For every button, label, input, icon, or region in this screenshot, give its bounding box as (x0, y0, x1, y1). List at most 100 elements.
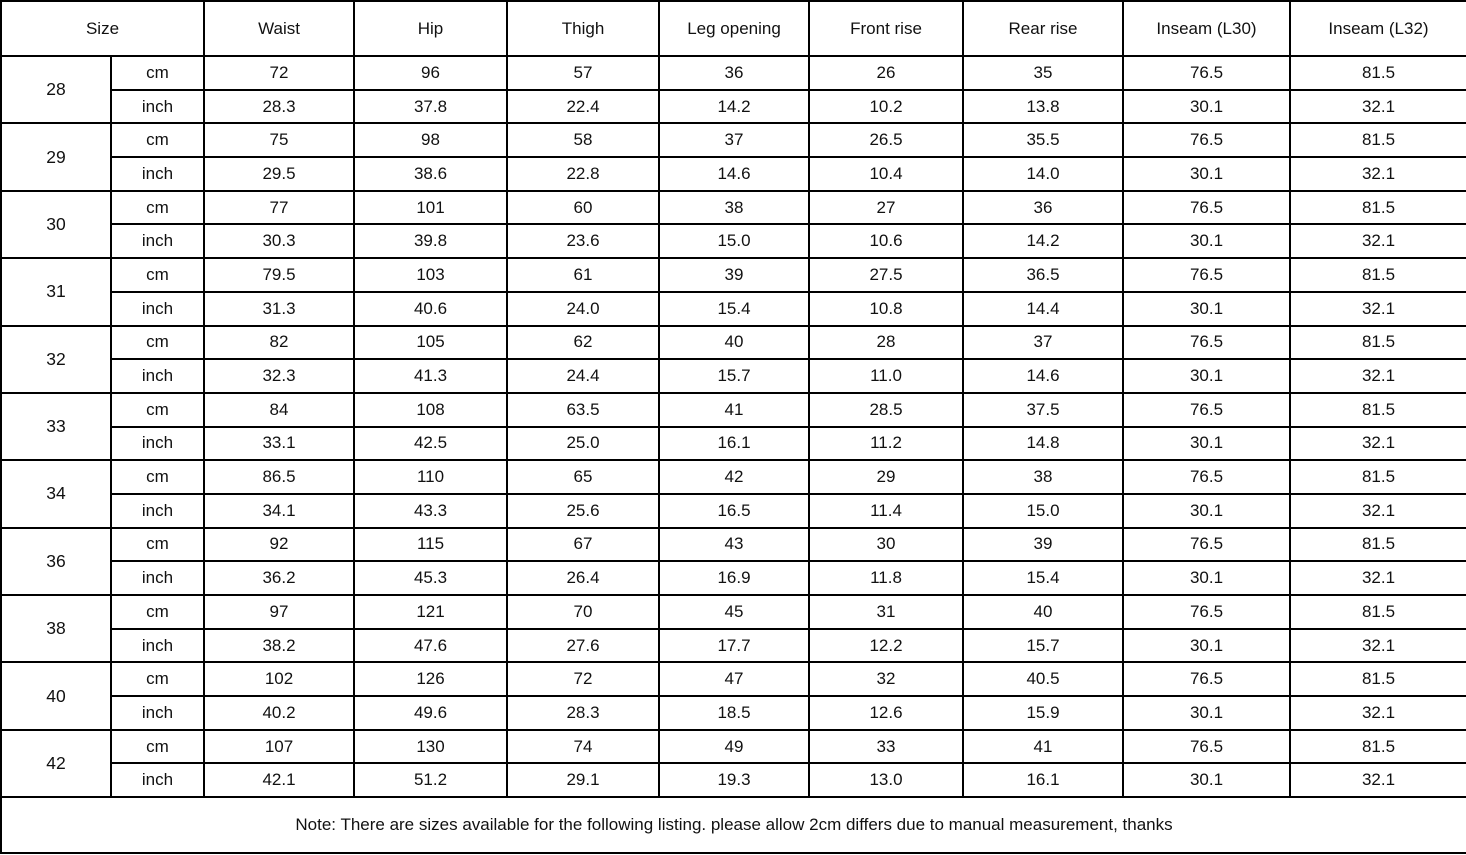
value-cell-inch: 24.4 (506, 358, 661, 394)
value-cell-cm: 76.5 (1122, 189, 1292, 226)
value-cell-cm: 37 (962, 324, 1125, 361)
value-cell-cm: 76.5 (1122, 324, 1292, 361)
value-cell-inch: 11.2 (808, 425, 965, 462)
value-cell-inch: 11.0 (808, 358, 965, 394)
value-cell-inch: 43.3 (353, 492, 509, 529)
value-cell-inch: 30.1 (1122, 358, 1292, 394)
table-header: Size Waist Hip Thigh Leg opening Front r… (0, 0, 1466, 57)
value-cell-inch: 30.1 (1122, 492, 1292, 529)
size-label: 40 (0, 661, 112, 731)
value-cell-inch: 40.2 (203, 695, 356, 731)
value-cell-inch: 32.1 (1289, 560, 1466, 596)
unit-label-cm: cm (109, 122, 206, 159)
value-cell-cm: 79.5 (203, 257, 356, 293)
value-cell-inch: 30.1 (1122, 560, 1292, 596)
note-text: Note: There are sizes available for the … (0, 796, 1466, 855)
unit-label-inch: inch (109, 560, 206, 596)
value-cell-inch: 32.1 (1289, 156, 1466, 192)
value-cell-inch: 32.1 (1289, 290, 1466, 327)
unit-label-cm: cm (109, 728, 206, 765)
unit-label-inch: inch (109, 425, 206, 462)
value-cell-cm: 62 (506, 324, 661, 361)
value-cell-inch: 25.6 (506, 492, 661, 529)
size-row-inch: inch 33.1 42.5 25.0 16.1 11.2 14.8 30.1 32.1 (1, 425, 1466, 462)
size-row-inch: inch 29.5 38.6 22.8 14.6 10.4 14.0 30.1 32.1 (1, 156, 1466, 192)
header-waist: Waist (203, 0, 356, 57)
value-cell-cm: 45 (658, 594, 811, 630)
header-leg-opening: Leg opening (658, 0, 811, 57)
value-cell-inch: 30.1 (1122, 695, 1292, 731)
size-row-inch: inch 40.2 49.6 28.3 18.5 12.6 15.9 30.1 32.1 (1, 695, 1466, 731)
size-row-inch: inch 38.2 47.6 27.6 17.7 12.2 15.7 30.1 32.1 (1, 627, 1466, 664)
size-label: 34 (0, 459, 112, 529)
value-cell-inch: 32.1 (1289, 358, 1466, 394)
value-cell-inch: 10.6 (808, 223, 965, 260)
value-cell-inch: 10.4 (808, 156, 965, 192)
value-cell-cm: 38 (658, 189, 811, 226)
value-cell-cm: 36 (658, 55, 811, 91)
value-cell-cm: 49 (658, 728, 811, 765)
value-cell-cm: 40 (658, 324, 811, 361)
value-cell-inch: 22.8 (506, 156, 661, 192)
value-cell-inch: 30.1 (1122, 290, 1292, 327)
header-size: Size (0, 0, 206, 57)
table-footer: Note: There are sizes available for the … (0, 796, 1466, 855)
value-cell-cm: 92 (203, 526, 356, 563)
unit-label-cm: cm (109, 189, 206, 226)
value-cell-cm: 86.5 (203, 459, 356, 495)
value-cell-cm: 43 (658, 526, 811, 563)
value-cell-cm: 32 (808, 661, 965, 698)
value-cell-cm: 41 (658, 391, 811, 428)
unit-label-cm: cm (109, 661, 206, 698)
value-cell-inch: 37.8 (353, 88, 509, 125)
value-cell-inch: 28.3 (203, 88, 356, 125)
value-cell-cm: 40 (962, 594, 1125, 630)
value-cell-inch: 11.8 (808, 560, 965, 596)
unit-label-cm: cm (109, 459, 206, 495)
unit-label-cm: cm (109, 391, 206, 428)
value-cell-inch: 14.0 (962, 156, 1125, 192)
value-cell-inch: 32.1 (1289, 492, 1466, 529)
value-cell-cm: 75 (203, 122, 356, 159)
value-cell-inch: 45.3 (353, 560, 509, 596)
value-cell-inch: 29.5 (203, 156, 356, 192)
size-label: 32 (0, 324, 112, 394)
value-cell-cm: 82 (203, 324, 356, 361)
size-row-cm: 31 cm 79.5 103 61 39 27.5 36.5 76.5 81.5 (0, 257, 1466, 327)
unit-label-inch: inch (109, 358, 206, 394)
value-cell-inch: 42.1 (203, 762, 356, 799)
value-cell-inch: 32.1 (1289, 223, 1466, 260)
table-body: 28 cm 72 96 57 36 26 35 76.5 81.5 inch 28.3 37.8 22.4… (0, 54, 1466, 799)
unit-label-inch: inch (109, 762, 206, 799)
value-cell-cm: 108 (353, 391, 509, 428)
unit-label-inch: inch (109, 156, 206, 192)
value-cell-inch: 28.3 (506, 695, 661, 731)
value-cell-cm: 81.5 (1289, 324, 1466, 361)
value-cell-inch: 34.1 (203, 492, 356, 529)
value-cell-cm: 72 (506, 661, 661, 698)
value-cell-inch: 14.4 (962, 290, 1125, 327)
size-label: 36 (0, 526, 112, 597)
header-inseam-l30: Inseam (L30) (1122, 0, 1292, 57)
value-cell-cm: 72 (203, 55, 356, 91)
value-cell-cm: 47 (658, 661, 811, 698)
value-cell-inch: 39.8 (353, 223, 509, 260)
size-row-cm: 32 cm 82 105 62 40 28 37 76.5 81.5 (0, 324, 1466, 394)
value-cell-cm: 37.5 (962, 391, 1125, 428)
value-cell-cm: 29 (808, 459, 965, 495)
value-cell-cm: 81.5 (1289, 728, 1466, 765)
value-cell-cm: 76.5 (1122, 391, 1292, 428)
unit-label-cm: cm (109, 594, 206, 630)
value-cell-cm: 28.5 (808, 391, 965, 428)
value-cell-cm: 65 (506, 459, 661, 495)
value-cell-inch: 33.1 (203, 425, 356, 462)
value-cell-inch: 38.2 (203, 627, 356, 664)
value-cell-inch: 32.1 (1289, 425, 1466, 462)
value-cell-cm: 76.5 (1122, 526, 1292, 563)
value-cell-inch: 25.0 (506, 425, 661, 462)
value-cell-cm: 58 (506, 122, 661, 159)
value-cell-inch: 47.6 (353, 627, 509, 664)
value-cell-inch: 30.1 (1122, 223, 1292, 260)
value-cell-inch: 32.1 (1289, 695, 1466, 731)
size-row-cm: 38 cm 97 121 70 45 31 40 76.5 81.5 (0, 593, 1466, 664)
